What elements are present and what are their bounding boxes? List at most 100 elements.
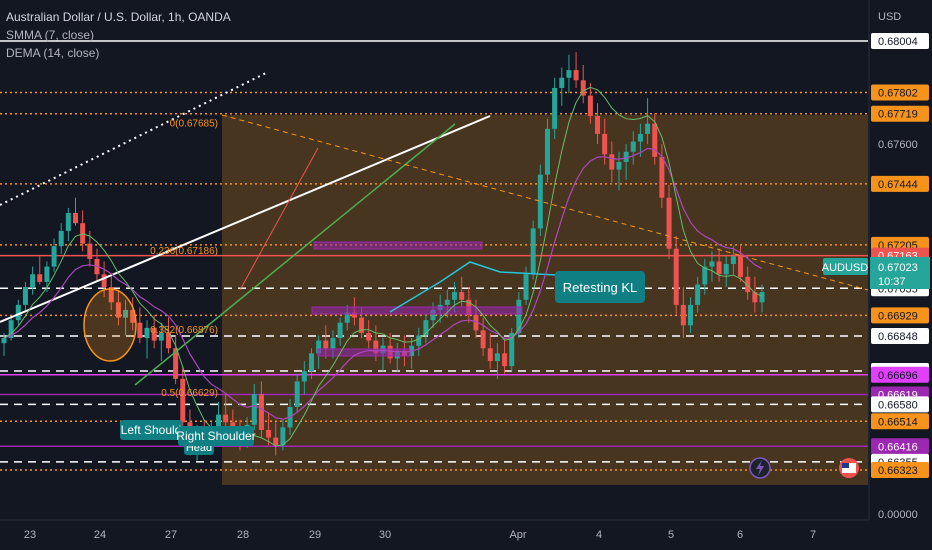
candle-body — [695, 284, 701, 305]
candle-body — [251, 394, 257, 425]
candle-body — [423, 320, 429, 336]
time-tick-label: 30 — [379, 529, 391, 541]
candle-body — [659, 156, 665, 198]
highlight-ellipse[interactable] — [83, 288, 137, 362]
trendline-red[interactable] — [239, 147, 319, 291]
candle-body — [752, 292, 758, 303]
candle-body — [294, 381, 300, 407]
price-label-box — [871, 175, 929, 192]
candle-body — [616, 161, 622, 170]
fib-level-label: 0.5(0.66629) — [161, 388, 218, 399]
candles — [1, 52, 765, 461]
time-axis[interactable]: 23 24 27 28 29 30 Apr 4 5 6 7 — [0, 519, 932, 550]
price-label-box — [871, 438, 929, 455]
candle-body — [180, 378, 186, 423]
candle-body — [15, 304, 21, 321]
fib-trend-line[interactable] — [221, 114, 869, 291]
candle-body — [452, 292, 458, 300]
candle-body — [573, 70, 579, 81]
price-labels: 0.680040.678020.677190.676000.674440.672… — [871, 33, 929, 478]
time-tick-label: 23 — [24, 529, 36, 541]
candle-body — [137, 322, 143, 339]
candle-body — [316, 340, 322, 354]
symbol-title[interactable]: Australian Dollar / U.S. Dollar, 1h, OAN… — [6, 10, 231, 24]
price-label-box — [871, 413, 929, 430]
candle-body — [652, 123, 658, 157]
chart-legend: Australian Dollar / U.S. Dollar, 1h, OAN… — [6, 8, 231, 62]
price-label: 0.67719 — [878, 109, 918, 121]
candle-body — [587, 95, 593, 117]
candle-body — [216, 414, 222, 430]
candle-body — [1, 338, 7, 344]
candle-body — [509, 332, 515, 367]
channel-dotted-line[interactable] — [0, 71, 269, 206]
price-label: 0.66416 — [878, 441, 918, 453]
current-price: 0.67023 — [878, 262, 918, 274]
candle-body — [115, 302, 121, 318]
candle-body — [359, 317, 365, 333]
time-tick-label: 29 — [309, 529, 321, 541]
candle-body — [687, 304, 693, 326]
candle-body — [552, 87, 558, 129]
price-label: 0.67802 — [878, 88, 918, 100]
zero-label: 0.00000 — [878, 509, 918, 521]
candle-body — [580, 80, 586, 96]
price-label-box — [871, 328, 929, 345]
price-label-box — [871, 462, 929, 478]
candle-body — [523, 274, 529, 300]
retesting-label: Retesting KL — [563, 280, 637, 295]
price-label: 0.66848 — [878, 331, 918, 343]
left-shoulder-callout[interactable]: Left Should — [120, 420, 182, 440]
zone-middle[interactable] — [311, 306, 523, 315]
candle-body — [723, 264, 729, 275]
symbol-tag: AUDUSD — [822, 262, 869, 274]
lightning-icon[interactable] — [749, 457, 771, 479]
current-price-tag[interactable]: AUDUSD 0.67023 10:37 — [822, 257, 930, 289]
price-label: 0.66514 — [878, 416, 918, 428]
price-label: 0.66929 — [878, 310, 918, 322]
candle-body — [44, 266, 50, 282]
candle-body — [165, 332, 171, 349]
moving-averages — [3, 86, 763, 447]
candle-body — [37, 274, 43, 282]
zone-lower[interactable] — [317, 348, 411, 357]
time-tick-label: Apr — [509, 529, 526, 541]
candle-body — [702, 266, 708, 285]
retesting-callout[interactable]: Retesting KL — [555, 271, 645, 303]
candle-body — [280, 427, 286, 446]
smma-indicator[interactable]: SMMA (7, close) — [6, 28, 95, 42]
retest-path — [389, 261, 557, 313]
candle-body — [716, 261, 722, 275]
candle-body — [344, 312, 350, 323]
candle-body — [130, 309, 136, 323]
time-tick-label: 28 — [237, 529, 249, 541]
candle-body — [609, 154, 615, 170]
candle-body — [516, 299, 522, 333]
candle-body — [30, 274, 36, 288]
candle-body — [351, 312, 357, 318]
candle-body — [258, 394, 264, 430]
time-tick-label: 24 — [94, 529, 106, 541]
dema-indicator[interactable]: DEMA (14, close) — [6, 46, 100, 60]
candle-body — [709, 261, 715, 267]
candle-body — [173, 348, 179, 379]
flag-icon[interactable] — [839, 458, 859, 478]
candle-body — [444, 299, 450, 305]
candle-body — [266, 429, 272, 438]
candle-body — [101, 274, 107, 288]
candle-body — [273, 437, 279, 446]
candle-body — [502, 353, 508, 367]
candle-body — [595, 116, 601, 134]
trendline-green[interactable] — [134, 123, 456, 386]
zone-upper[interactable] — [313, 241, 483, 250]
price-label-box — [871, 307, 929, 324]
left-shoulder-label: Left Should — [121, 423, 182, 437]
fib-level-label: 0.382(0.66876) — [150, 325, 218, 336]
trendline-white[interactable] — [0, 115, 491, 323]
right-shoulder-callout[interactable]: Right Shoulder — [176, 426, 256, 446]
right-shoulder-label: Right Shoulder — [176, 429, 255, 443]
candle-body — [337, 322, 343, 339]
price-label-box — [871, 366, 929, 383]
